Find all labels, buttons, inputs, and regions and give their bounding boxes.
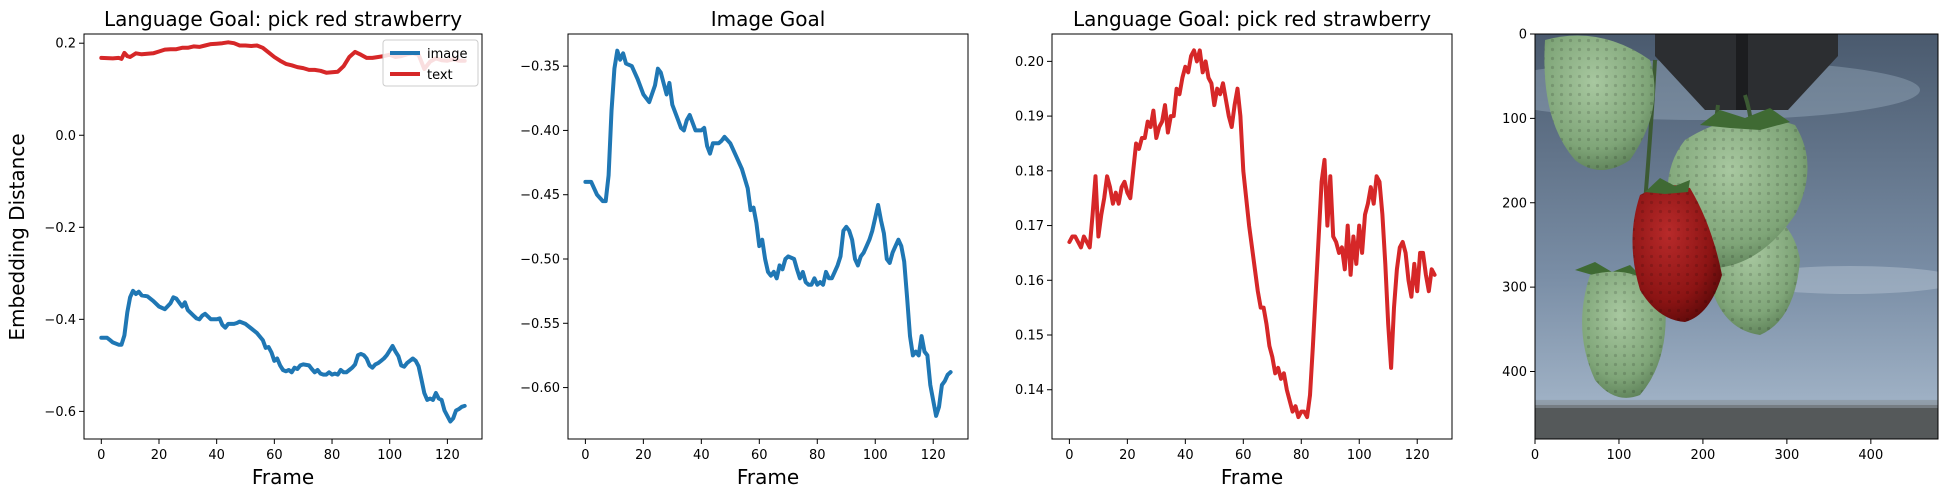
y-tick-label: 0.2 <box>55 37 76 52</box>
chart-panel-1: Language Goal: pick red strawberry Frame… <box>5 7 483 489</box>
x-tick-label: 60 <box>1235 448 1252 463</box>
chart-panel-3: Language Goal: pick red strawberry Frame… <box>1015 7 1453 489</box>
x-tick-label: 0 <box>97 448 105 463</box>
y-tick-label: 0.16 <box>1015 274 1044 289</box>
x-tick-label: 100 <box>377 448 402 463</box>
x-tick-label: 80 <box>324 448 341 463</box>
x-tick-label: 60 <box>751 448 768 463</box>
x-tick-label: 300 <box>1774 448 1799 463</box>
y-axis-label: Embedding Distance <box>5 133 29 340</box>
y-tick-label: 0 <box>1519 28 1527 43</box>
x-axis-label: Frame <box>252 465 314 489</box>
series-lines <box>583 48 953 418</box>
x-tick-label: 100 <box>1347 448 1372 463</box>
y-tick-label: −0.45 <box>520 188 560 203</box>
x-tick-label: 20 <box>1119 448 1136 463</box>
y-tick-label: −0.35 <box>520 60 560 75</box>
chart-title: Image Goal <box>711 7 826 31</box>
chart-title: Language Goal: pick red strawberry <box>1073 7 1431 31</box>
x-tick-label: 200 <box>1691 448 1716 463</box>
chart-title: Language Goal: pick red strawberry <box>104 7 462 31</box>
legend-label-text: text <box>427 68 453 83</box>
y-tick-label: 0.17 <box>1015 219 1044 234</box>
x-tick-label: 100 <box>863 448 888 463</box>
y-tick-label: −0.40 <box>520 124 560 139</box>
x-tick-label: 60 <box>266 448 283 463</box>
y-ticks: −0.6 −0.4 −0.2 0.0 0.2 <box>44 37 84 420</box>
series-line-main <box>583 48 953 418</box>
legend-label-image: image <box>427 47 468 62</box>
x-ticks: 0 20 40 60 80 100 120 <box>581 439 946 463</box>
y-tick-label: −0.4 <box>44 313 76 328</box>
x-axis-label: Frame <box>737 465 799 489</box>
x-tick-label: 0 <box>1531 448 1539 463</box>
y-tick-label: −0.2 <box>44 221 76 236</box>
x-tick-label: 100 <box>1607 448 1632 463</box>
chart-panel-2: Image Goal Frame 0 20 40 60 80 100 120 −0.60−0… <box>520 7 969 489</box>
y-tick-label: 300 <box>1502 281 1527 296</box>
y-tick-label: −0.50 <box>520 253 560 268</box>
x-tick-label: 40 <box>1177 448 1194 463</box>
y-tick-label: 0.15 <box>1015 329 1044 344</box>
y-tick-label: 0.18 <box>1015 164 1044 179</box>
y-tick-label: 0.20 <box>1015 55 1044 70</box>
x-axis-label: Frame <box>1221 465 1283 489</box>
x-ticks: 0 20 40 60 80 100 120 <box>97 439 460 463</box>
strawberry-scene-image <box>1535 34 1938 439</box>
x-tick-label: 80 <box>809 448 826 463</box>
legend: image text <box>382 39 479 87</box>
y-tick-label: 100 <box>1502 112 1527 127</box>
x-tick-label: 120 <box>1405 448 1430 463</box>
x-tick-label: 80 <box>1293 448 1310 463</box>
x-tick-label: 20 <box>151 448 168 463</box>
image-x-ticks: 0 100 200 300 400 <box>1531 439 1883 463</box>
x-tick-label: 0 <box>1065 448 1073 463</box>
y-ticks: −0.60 −0.55 −0.50 −0.45 −0.40 −0.35 <box>520 60 568 396</box>
x-tick-label: 40 <box>208 448 225 463</box>
y-tick-label: −0.6 <box>44 405 76 420</box>
x-tick-label: 400 <box>1858 448 1883 463</box>
image-frame <box>1534 33 1939 440</box>
y-tick-label: 400 <box>1502 365 1527 380</box>
x-tick-label: 0 <box>581 448 589 463</box>
x-tick-label: 120 <box>435 448 460 463</box>
y-tick-label: 0.0 <box>55 129 76 144</box>
series-lines <box>1067 48 1437 420</box>
y-ticks: 0.14 0.15 0.16 0.17 0.18 0.19 0.20 <box>1015 55 1052 398</box>
series-line-image <box>99 288 467 424</box>
plot-area <box>567 33 969 440</box>
x-tick-label: 40 <box>693 448 710 463</box>
image-y-ticks: 0 100 200 300 400 <box>1502 28 1535 380</box>
y-tick-label: −0.60 <box>520 381 560 396</box>
y-tick-label: −0.55 <box>520 317 560 332</box>
x-tick-label: 120 <box>921 448 946 463</box>
x-ticks: 0 20 40 60 80 100 120 <box>1065 439 1430 463</box>
image-panel: 0 100 200 300 400 0 100 200 300 400 <box>1502 28 1939 463</box>
y-tick-label: 0.19 <box>1015 110 1044 125</box>
y-tick-label: 0.14 <box>1015 383 1044 398</box>
series-line-main <box>1067 48 1437 420</box>
y-tick-label: 200 <box>1502 196 1527 211</box>
x-tick-label: 20 <box>635 448 652 463</box>
